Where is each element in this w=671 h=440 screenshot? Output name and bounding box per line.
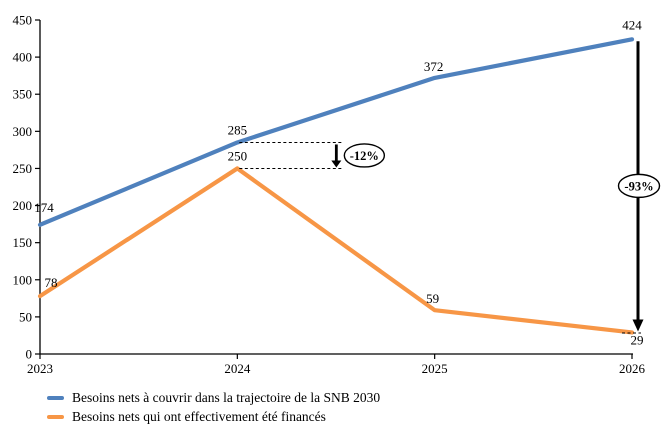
data-label-series1: 78 xyxy=(45,275,58,290)
y-tick-label: 450 xyxy=(13,13,33,28)
chart-legend: Besoins nets à couvrir dans la trajectoi… xyxy=(47,390,380,424)
data-label-series1: 250 xyxy=(228,148,248,163)
series-line-1 xyxy=(37,166,635,335)
y-tick-label: 0 xyxy=(26,347,33,362)
data-label-series0: 174 xyxy=(34,200,54,215)
y-tick-label: 250 xyxy=(13,161,33,176)
legend-item-besoins-couvrir: Besoins nets à couvrir dans la trajectoi… xyxy=(47,390,380,405)
y-tick-label: 150 xyxy=(13,235,33,250)
data-label-series1: 59 xyxy=(426,291,439,306)
legend-item-besoins-finances: Besoins nets qui ont effectivement été f… xyxy=(47,409,380,424)
y-tick-label: 200 xyxy=(13,198,33,213)
series-line-0 xyxy=(37,37,635,227)
x-tick-label: 2025 xyxy=(422,361,448,376)
y-tick-label: 100 xyxy=(13,272,33,287)
y-tick-label: 50 xyxy=(19,309,32,324)
legend-label-besoins-couvrir: Besoins nets à couvrir dans la trajectoi… xyxy=(72,390,381,405)
data-label-series0: 372 xyxy=(424,59,444,74)
data-label-series0: 424 xyxy=(622,17,642,32)
legend-label-besoins-finances: Besoins nets qui ont effectivement été f… xyxy=(72,409,326,424)
annotation-arrowhead-icon xyxy=(331,160,342,168)
y-tick-label: 300 xyxy=(13,124,33,139)
annotation-ellipse xyxy=(617,173,661,199)
y-tick-label: 400 xyxy=(13,50,33,65)
x-tick-label: 2026 xyxy=(619,361,646,376)
legend-marker-orange xyxy=(47,414,64,419)
y-tick-label: 350 xyxy=(13,87,33,102)
x-tick-label: 2023 xyxy=(27,361,53,376)
line-chart: 0 50 100 150 200 250 300 350 400 450 2023 2024 2025 2… xyxy=(13,13,661,376)
annotation-label: -93% xyxy=(624,179,653,193)
annotation-arrowhead-icon xyxy=(632,319,644,332)
annotation-label: -12% xyxy=(350,149,379,163)
data-label-series0: 285 xyxy=(228,122,248,137)
annotation-ellipse xyxy=(343,143,386,168)
data-label-series1: 29 xyxy=(631,332,644,347)
x-tick-label: 2024 xyxy=(224,361,251,376)
legend-marker-blue xyxy=(47,395,64,400)
